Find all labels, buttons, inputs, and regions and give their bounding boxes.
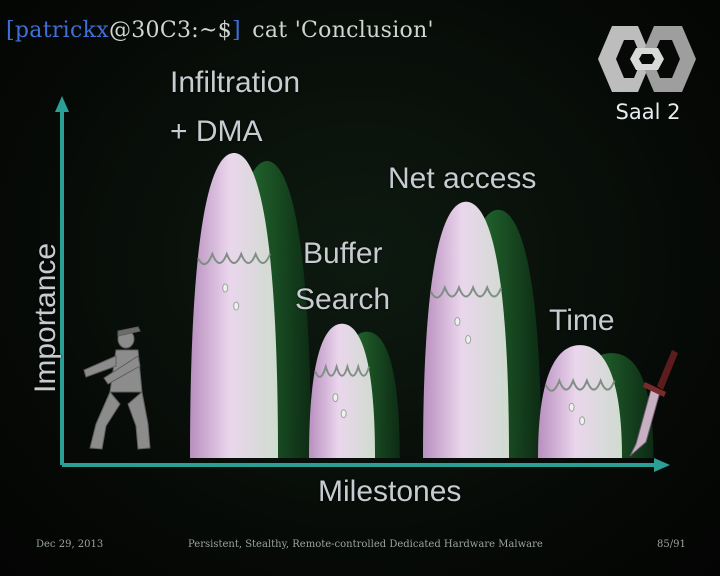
y-axis-label: Importance: [29, 242, 62, 393]
peak-shape: [423, 201, 509, 459]
x-axis-label: Milestones: [318, 475, 462, 508]
footer-title: Persistent, Stealthy, Remote-controlled …: [188, 539, 543, 550]
snow-cap-line: [544, 377, 616, 392]
footer-page: 85/91: [657, 539, 686, 550]
label-dma: + DMA: [170, 115, 263, 148]
drip-drop: [222, 283, 229, 293]
drip-drop: [332, 393, 339, 403]
drip-drop: [454, 316, 461, 326]
peaks-group: [190, 153, 654, 459]
snow-cap-line: [429, 284, 503, 299]
label-infiltration: Infiltration: [170, 66, 301, 99]
peak-shape: [538, 345, 622, 458]
prompt-open-bracket: [: [6, 18, 15, 43]
30c3-logo-icon: [598, 26, 696, 92]
dagger-icon: [629, 350, 678, 457]
drip-drop: [340, 409, 347, 419]
label-net-access: Net access: [388, 162, 537, 195]
drip-drop: [579, 416, 586, 426]
prompt-command: cat 'Conclusion': [252, 18, 434, 43]
prompt-close-bracket: ]: [232, 18, 241, 43]
footer-date: Dec 29, 2013: [36, 539, 104, 550]
terminal-prompt: [patrickx@30C3:~$] cat 'Conclusion': [6, 18, 434, 43]
label-buffer: Buffer: [303, 237, 383, 270]
drip-drop: [568, 402, 575, 412]
peak-shape: [309, 323, 375, 458]
ninja-figure-icon: [83, 326, 151, 450]
snow-cap-line: [314, 363, 371, 378]
drip-drop: [465, 334, 472, 344]
y-axis-arrow-icon: [55, 96, 69, 112]
prompt-user: patrickx: [14, 18, 109, 43]
label-time: Time: [549, 304, 615, 337]
label-search: Search: [295, 283, 391, 316]
snow-cap-line: [197, 251, 272, 265]
room-label: Saal 2: [615, 100, 681, 124]
drip-drop: [233, 301, 240, 311]
x-axis-arrow-icon: [654, 458, 670, 472]
prompt-host: @30C3:~$: [108, 18, 233, 43]
